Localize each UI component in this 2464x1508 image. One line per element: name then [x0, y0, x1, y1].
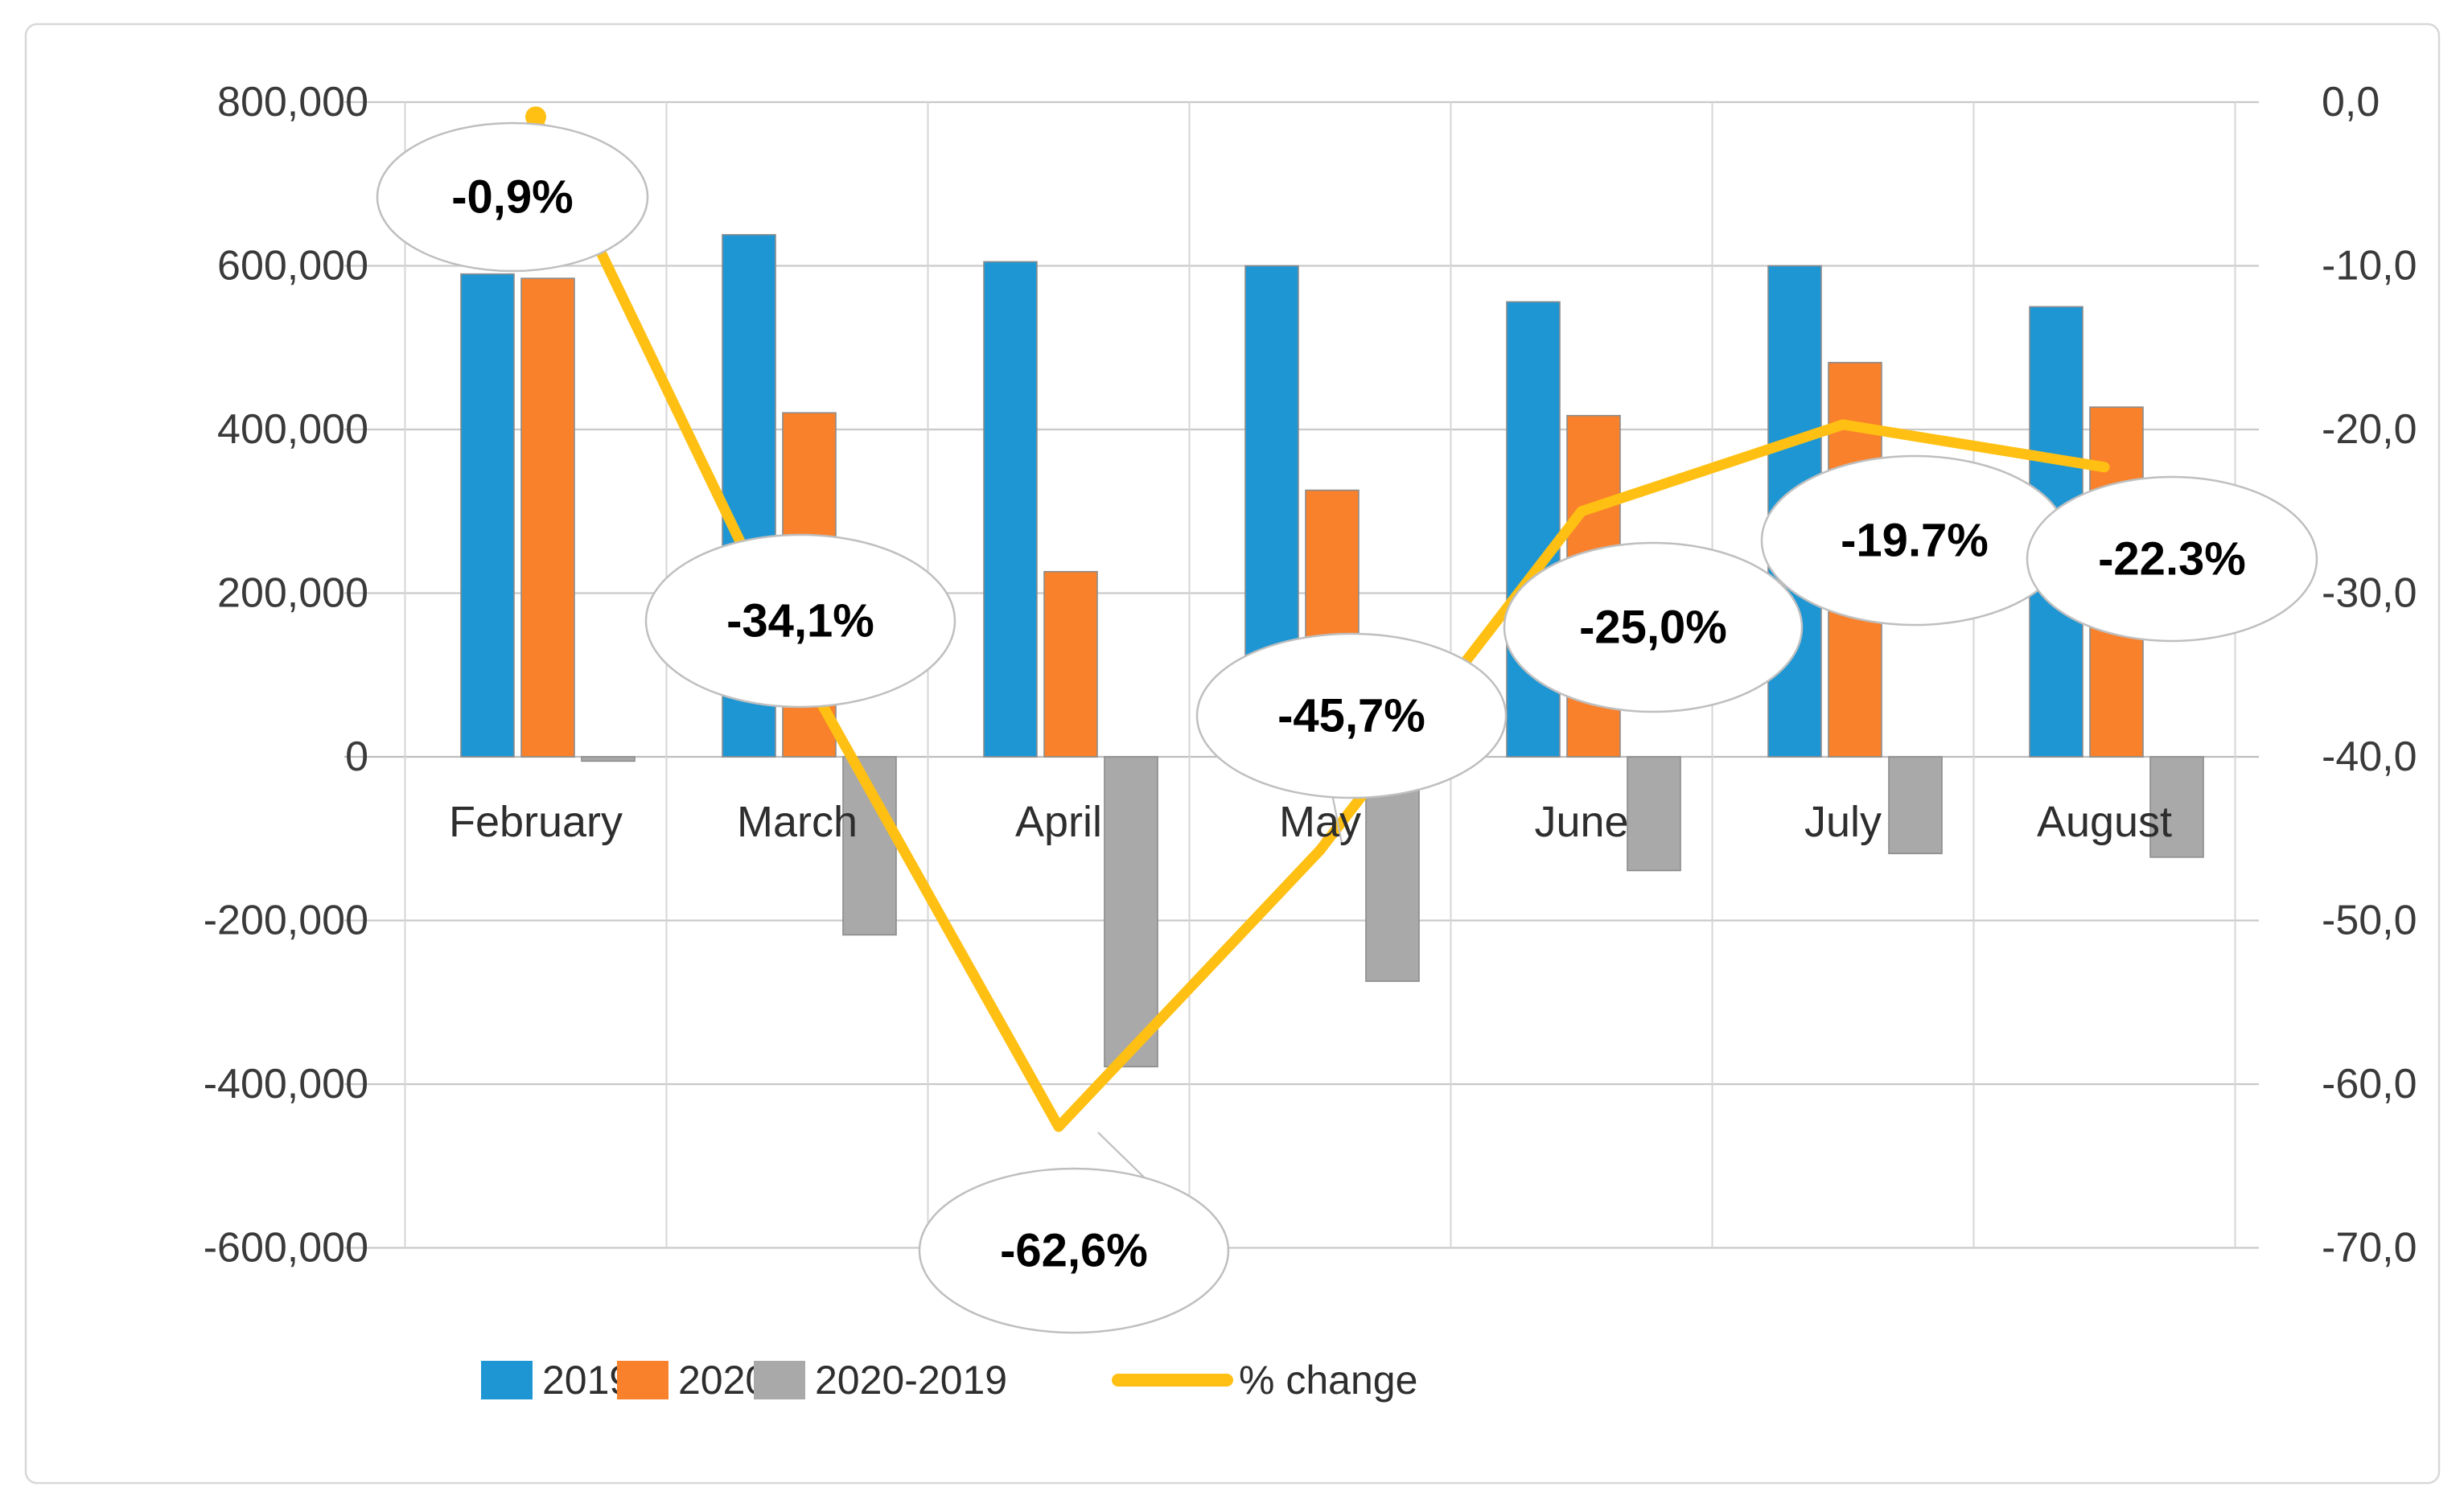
callout-label-june: -25,0%	[1579, 602, 1727, 654]
bar-2019-february	[460, 273, 515, 758]
category-label-april: April	[1015, 798, 1102, 846]
callout-label-may: -45,7%	[1277, 690, 1425, 742]
callout-ellipse-may	[1195, 632, 1508, 799]
legend-item-2020: 2020	[617, 1358, 767, 1403]
right-axis-tick: -30,0	[2322, 570, 2417, 617]
left-axis-tick: 800,000	[217, 79, 368, 125]
legend-swatch-icon	[617, 1361, 668, 1399]
legend-item-2019: 2019	[481, 1358, 631, 1403]
bar-2020-april	[1043, 570, 1098, 758]
legend-label: 2020-2019	[815, 1358, 1007, 1403]
bar-2019-april	[983, 261, 1038, 758]
bar-2020-2019-july	[1888, 756, 1943, 855]
right-axis-tick: -70,0	[2322, 1225, 2417, 1272]
bar-2020-2019-february	[581, 756, 636, 762]
legend-swatch-icon	[754, 1361, 805, 1399]
legend-item-2020-2019: 2020-2019	[754, 1358, 1007, 1403]
left-axis-tick: 200,000	[217, 570, 368, 617]
right-axis-tick: -60,0	[2322, 1061, 2417, 1107]
callout-label-april: -62,6%	[1000, 1225, 1148, 1277]
left-axis-tick: 0	[345, 733, 368, 780]
legend-label: 2020	[678, 1358, 767, 1403]
category-label-july: July	[1804, 798, 1882, 846]
right-axis-tick: 0,0	[2322, 79, 2380, 125]
callout-label-july: -19.7%	[1841, 515, 1989, 567]
callout-label-august: -22.3%	[2098, 533, 2246, 586]
right-axis-tick: -50,0	[2322, 898, 2417, 944]
legend-label: % change	[1239, 1358, 1417, 1403]
left-axis-tick: 600,000	[217, 243, 368, 290]
right-axis-tick: -10,0	[2322, 243, 2417, 290]
legend-item--change: % change	[1112, 1358, 1417, 1403]
left-axis-tick: -600,000	[204, 1225, 368, 1272]
category-label-june: June	[1534, 798, 1628, 846]
category-label-august: August	[2037, 798, 2172, 846]
bar-2020-2019-august	[2149, 756, 2204, 858]
left-axis-tick: -400,000	[204, 1061, 368, 1107]
category-label-may: May	[1279, 798, 1361, 846]
percent-change-marker-february	[525, 106, 546, 128]
bar-2020-2019-june	[1627, 756, 1681, 872]
callout-ellipse-march	[644, 533, 956, 709]
category-label-february: February	[449, 798, 623, 846]
legend-swatch-icon	[481, 1361, 533, 1399]
left-axis-tick: -200,000	[204, 898, 368, 944]
right-axis-tick: -40,0	[2322, 733, 2417, 780]
callout-label-february: -0,9%	[451, 171, 574, 224]
callout-ellipse-february	[376, 121, 649, 273]
callout-label-march: -34,1%	[726, 595, 874, 647]
bar-2020-2019-april	[1104, 756, 1158, 1068]
callout-ellipse-august	[2026, 475, 2318, 643]
bar-2020-february	[520, 277, 575, 758]
callout-ellipse-june	[1503, 541, 1804, 713]
left-axis-tick: 400,000	[217, 406, 368, 453]
right-axis-tick: -20,0	[2322, 406, 2417, 453]
category-label-march: March	[737, 798, 858, 846]
legend-label: 2019	[542, 1358, 631, 1403]
callout-ellipse-april	[918, 1167, 1230, 1334]
